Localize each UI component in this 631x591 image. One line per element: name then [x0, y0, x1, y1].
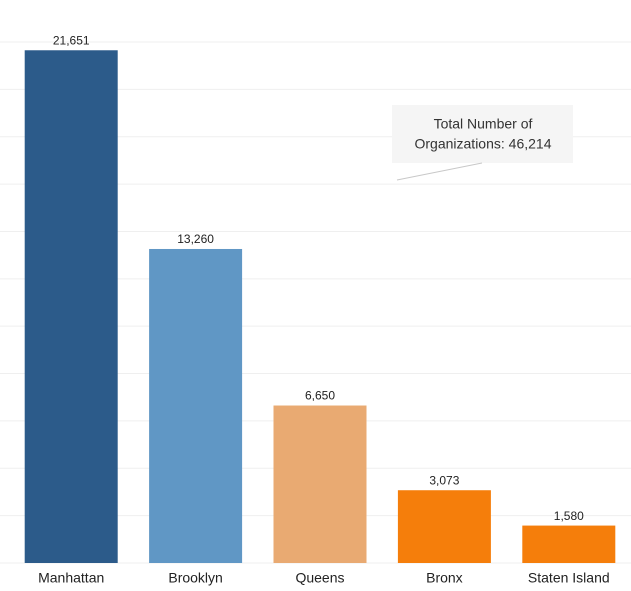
x-tick-label: Staten Island: [528, 570, 610, 586]
annotation-pointer: [396, 162, 483, 181]
bar: [149, 248, 243, 563]
annotation: Organizations: 46,214: [415, 136, 552, 152]
x-tick-label: Queens: [295, 570, 344, 586]
bar: [24, 50, 118, 563]
x-tick-label: Manhattan: [38, 570, 104, 586]
bar: [522, 525, 616, 563]
value-label: 1,580: [554, 509, 584, 523]
bar: [273, 405, 367, 563]
value-label: 6,650: [305, 389, 335, 403]
value-label: 13,260: [177, 232, 214, 246]
value-label: 21,651: [53, 33, 90, 47]
annotation-box: [392, 105, 573, 163]
bars: Manhattan 21,651 Brooklyn 13,260 Queens 6,650…: [24, 33, 616, 586]
annotation: Total Number of: [434, 116, 533, 132]
bar: [397, 490, 491, 563]
value-label: 3,073: [429, 473, 459, 487]
x-tick-label: Bronx: [426, 570, 463, 586]
x-tick-label: Brooklyn: [168, 570, 222, 586]
